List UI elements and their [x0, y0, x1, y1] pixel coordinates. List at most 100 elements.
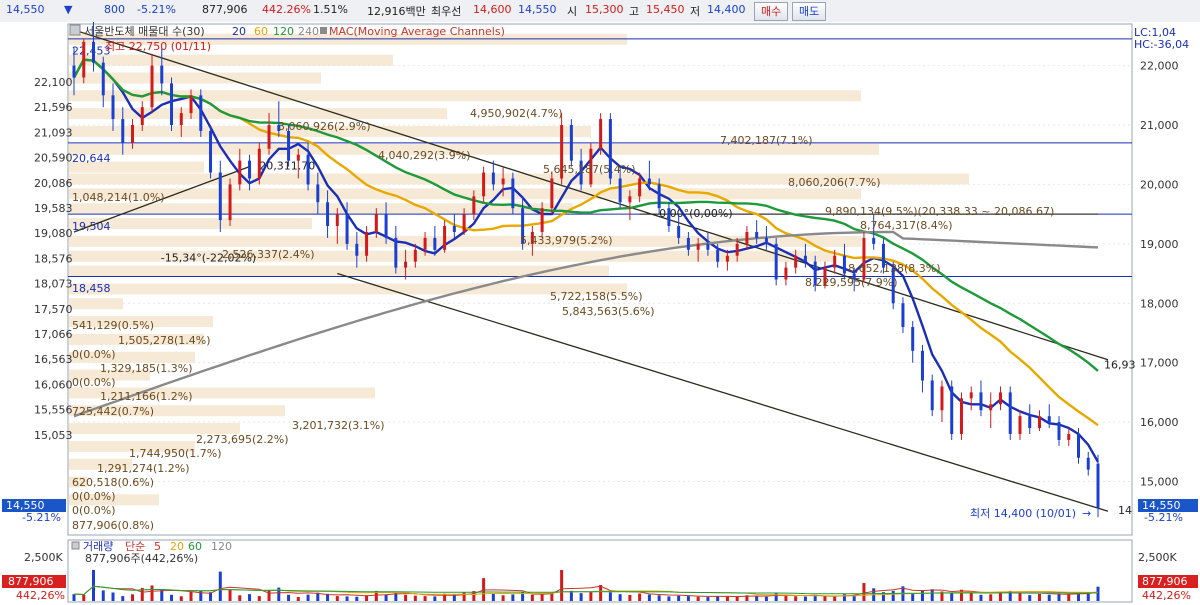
candle-body: [443, 226, 447, 250]
left-tick-label: 16,060: [34, 378, 73, 391]
volume-bar: [696, 596, 700, 601]
candle-body: [813, 261, 817, 286]
candle-body: [784, 267, 788, 280]
candle-body: [92, 41, 96, 63]
candle-body: [696, 243, 700, 250]
buy-button[interactable]: 매수: [754, 2, 789, 21]
candle-body: [950, 386, 954, 434]
candle-body: [686, 237, 690, 250]
candle-body: [628, 196, 632, 203]
volume-ma60: 60: [188, 540, 202, 553]
volume-bar: [131, 594, 135, 601]
profile-label: 2,273,695(2.2%): [196, 433, 289, 446]
volume-ma120: 120: [211, 540, 232, 553]
mac-label: MAC(Moving Average Channels): [329, 25, 505, 38]
volume-collapse-icon[interactable]: [71, 541, 80, 550]
toolbar-best-ask-label: 최우선: [431, 5, 462, 18]
volume-bar: [1086, 592, 1090, 601]
candle-body: [872, 237, 876, 244]
volume-bar: [852, 594, 856, 601]
profile-label: 8,060,206(7.7%): [788, 176, 881, 189]
candle-body: [160, 65, 164, 84]
volume-bar: [238, 595, 242, 601]
toolbar-price: 14,550: [6, 3, 45, 16]
toolbar-amount: 12,916백만: [367, 5, 426, 18]
volume-bar: [179, 596, 183, 601]
axes: 22,100 21,596 21,093 20,590 20,086 19,583 19,0…: [34, 60, 1179, 489]
candle-body: [657, 184, 661, 209]
profile-label: 1,291,274(1.2%): [97, 462, 190, 475]
candle-body: [511, 178, 515, 209]
trend-label: 16,93: [1104, 359, 1136, 372]
profile-band: [69, 283, 627, 295]
profile-label: 8,652,138(8.3%): [848, 262, 941, 275]
candle-body: [326, 202, 330, 227]
trend-label: -15,34°(-22,02%): [161, 252, 256, 265]
candle-body: [335, 214, 339, 227]
volume-bar: [920, 590, 924, 601]
profile-label: 8,229,595(7.9%): [805, 276, 898, 289]
volume-bar: [72, 594, 76, 601]
candle-body: [355, 243, 359, 256]
toolbar-open-label: 시: [567, 5, 578, 18]
profile-label: 5,433,979(5.2%): [520, 234, 613, 247]
right-arrow-icon: →: [1082, 507, 1091, 520]
profile-label: 7,402,187(7.1%): [720, 134, 813, 147]
volume-bar: [111, 592, 115, 601]
toolbar-open: 15,300: [585, 3, 624, 16]
volume-bar: [686, 596, 690, 601]
profile-band: [69, 458, 132, 470]
volume-current-right: 877,906: [1142, 575, 1188, 588]
profile-band: [69, 203, 573, 215]
left-tick-label: 18,073: [34, 278, 73, 291]
candle-body: [1057, 422, 1061, 440]
volume-bar: [540, 593, 544, 601]
volume-badge-right: [1138, 575, 1198, 588]
candle-body: [530, 231, 534, 244]
profile-band: [69, 250, 834, 262]
candle-body: [940, 386, 944, 411]
volume-bar: [862, 583, 866, 601]
left-tick-label: 16,563: [34, 353, 73, 366]
candle-body: [803, 255, 807, 262]
ma20-line: [72, 58, 1100, 463]
toolbar-best-ask: 14,600: [473, 3, 512, 16]
trend-lines: 20,311.70 -15,34°(-22,02%) 0,00°(0,00%) 16,…: [73, 29, 1136, 517]
profile-band: [69, 405, 285, 417]
candle-body: [521, 208, 525, 244]
volume-bar: [267, 590, 271, 601]
candle-body: [140, 107, 144, 126]
profile-label: 8,764,317(8.4%): [860, 219, 953, 232]
profile-label: 1,505,278(1.4%): [118, 334, 211, 347]
candle-body: [774, 243, 778, 280]
trend-line-lower: [337, 272, 1109, 512]
candle-body: [677, 226, 681, 238]
candle-body: [1047, 416, 1051, 423]
left-tick-label: 17,066: [34, 328, 73, 341]
volume-bar: [784, 595, 788, 601]
profile-band: [69, 476, 87, 488]
profile-label: 620,518(0.6%): [72, 476, 154, 489]
candle-body: [345, 214, 349, 244]
current-price-right: 14,550: [1142, 499, 1181, 512]
candle-body: [735, 243, 739, 256]
profile-label: 5,645,187(5.4%): [543, 163, 636, 176]
volume-bar: [384, 594, 388, 601]
collapse-icon[interactable]: [69, 24, 81, 36]
sell-button[interactable]: 매도: [792, 2, 827, 21]
ma120-line: [72, 58, 1099, 372]
volume-bar: [638, 593, 642, 601]
profile-band: [69, 316, 213, 328]
candle-body: [842, 255, 846, 274]
volume-bar: [248, 594, 252, 601]
candle-body: [901, 303, 905, 328]
left-tick-label: 15,556: [34, 404, 73, 417]
volume-bar: [599, 584, 603, 601]
volume-bar: [764, 596, 768, 601]
candle-body: [881, 243, 885, 268]
candle-body: [706, 243, 710, 250]
candle-body: [725, 255, 729, 262]
volume-bar: [755, 596, 759, 601]
